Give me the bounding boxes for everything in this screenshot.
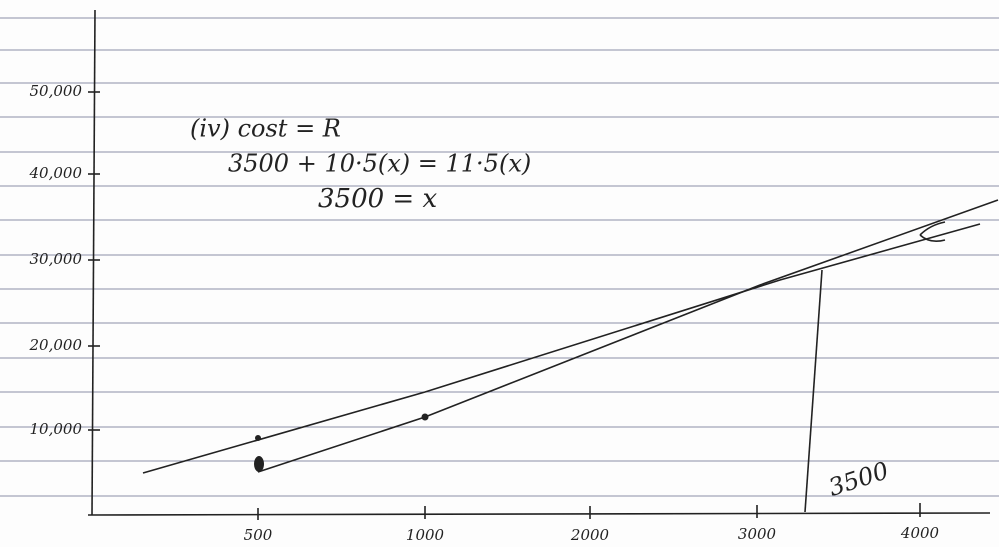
- notebook-graph: 50,000 40,000 30,000 20,000 10,000 500 1…: [0, 0, 999, 547]
- x-axis-label: 500: [244, 526, 273, 544]
- y-axis-label: 50,000: [30, 82, 83, 100]
- y-axis-label: 40,000: [29, 164, 83, 182]
- working-line: 3500 + 10·5(x) = 11·5(x): [228, 150, 531, 178]
- y-axis-label: 30,000: [30, 250, 83, 268]
- x-axis-label: 3000: [738, 525, 777, 543]
- working-line: (iv) cost = R: [190, 115, 341, 143]
- y-axis-label: 20,000: [29, 336, 83, 354]
- x-axis-label: 2000: [570, 526, 610, 544]
- x-axis-label: 1000: [406, 526, 445, 544]
- x-axis-label: 4000: [900, 524, 940, 542]
- paper: [0, 0, 999, 547]
- working-line: 3500 = x: [318, 184, 437, 214]
- page: 50,000 40,000 30,000 20,000 10,000 500 1…: [0, 0, 999, 547]
- y-axis-label: 10,000: [30, 420, 83, 438]
